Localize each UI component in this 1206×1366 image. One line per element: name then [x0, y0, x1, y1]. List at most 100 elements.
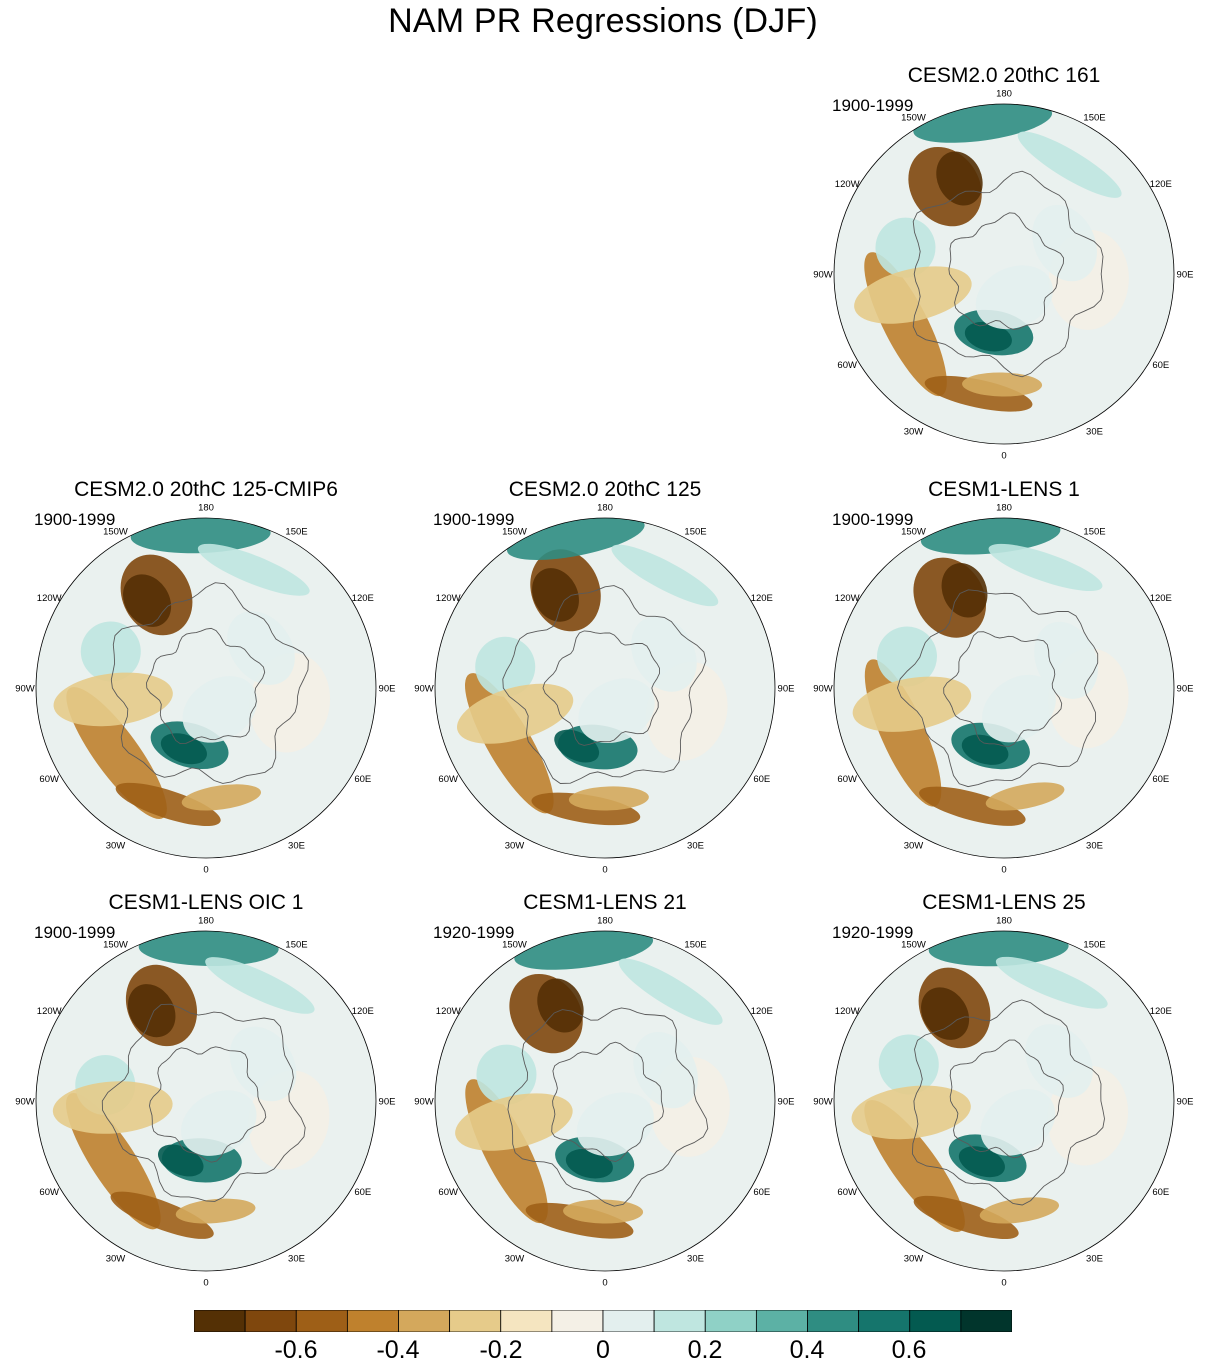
coastline [101, 1003, 306, 1202]
field-contour [123, 574, 172, 627]
colorbar-swatch [346, 1310, 399, 1332]
panel-title: CESM1-LENS 25 [922, 891, 1086, 914]
map-panel: CESM2.0 20thC 161 1900-1999 180 150E 120E 9… [813, 64, 1193, 462]
longitude-label: 150E [684, 527, 706, 538]
field-contour [928, 931, 1069, 967]
longitude-label: 0 [1001, 451, 1006, 462]
polar-map: 180 150E 120E 90E 60E 30E 0 30W 60W 90W 120W 150W [813, 916, 1193, 1289]
longitude-label: 120E [751, 1006, 773, 1017]
longitude-label: 150W [502, 527, 527, 538]
field-contour [160, 733, 207, 765]
longitude-label: 120E [352, 593, 374, 604]
colorbar-swatch [755, 1310, 808, 1332]
field-contour [979, 1197, 1060, 1224]
panel-title: CESM2.0 20thC 125-CMIP6 [74, 478, 338, 501]
field-contour [80, 621, 141, 682]
map-border [833, 930, 1175, 1272]
colorbar-swatch [244, 1310, 297, 1332]
longitude-label: 60W [837, 774, 857, 785]
panel-title: CESM2.0 20thC 125 [508, 478, 702, 501]
field-contour [961, 734, 1009, 765]
panel-period: 1900-1999 [34, 923, 116, 942]
field-contour [1025, 1024, 1093, 1098]
field-contour [913, 1195, 1019, 1239]
colorbar-swatch [398, 1310, 451, 1332]
field-contour [988, 543, 1103, 592]
coastline [542, 630, 660, 746]
colorbar-tick-label: -0.6 [274, 1336, 318, 1364]
map-panel: CESM1-LENS OIC 1 1900-1999 180 150E 120E 90… [15, 891, 395, 1289]
field-contour [181, 784, 262, 811]
longitude-label: 90W [414, 684, 434, 695]
field-contour [1034, 621, 1098, 699]
longitude-label: 60E [1152, 360, 1169, 371]
coastline [911, 999, 1105, 1206]
field-contour [565, 1148, 613, 1179]
map-panel: CESM1-LENS 25 1920-1999 180 150E 120E 90E 60… [813, 891, 1193, 1289]
longitude-label: 120E [352, 1006, 374, 1017]
longitude-label: 30W [904, 426, 924, 437]
longitude-label: 90E [778, 1097, 795, 1108]
field-contour [205, 957, 315, 1014]
map-panel: CESM1-LENS 21 1920-1999 180 150E 120E 90E 60… [414, 891, 794, 1289]
map-border [833, 103, 1175, 445]
longitude-label: 30W [505, 840, 525, 851]
field-contour [936, 151, 983, 206]
field-contour [475, 636, 536, 697]
longitude-label: 150E [1083, 113, 1105, 124]
field-contour [964, 321, 1012, 352]
longitude-label: 0 [602, 1278, 607, 1289]
longitude-label: 30W [505, 1253, 525, 1264]
longitude-label: 0 [1001, 865, 1006, 876]
field-contour [618, 958, 723, 1025]
colorbar-swatch [909, 1310, 962, 1332]
colorbar-tick-label: 0.2 [687, 1336, 723, 1364]
coastline [943, 631, 1063, 747]
coastline [507, 1007, 709, 1207]
longitude-label: 90E [1177, 270, 1194, 281]
coastline [149, 1046, 267, 1163]
field-contour [962, 372, 1043, 397]
map-panel: CESM1-LENS 1 1900-1999 180 150E 120E 90E 60E… [813, 478, 1193, 876]
polar-map: 180 150E 120E 90E 60E 30E 0 30W 60W 90W 120W 150W [813, 503, 1193, 876]
field-contour [982, 674, 1056, 743]
longitude-label: 180 [996, 916, 1012, 927]
field-contour [851, 1085, 971, 1140]
coastline [146, 627, 266, 745]
longitude-label: 30W [106, 840, 126, 851]
field-contour [578, 678, 655, 744]
longitude-label: 60W [837, 360, 857, 371]
longitude-label: 90W [414, 1097, 434, 1108]
longitude-label: 90E [1177, 684, 1194, 695]
longitude-label: 150W [901, 527, 926, 538]
longitude-label: 180 [996, 503, 1012, 514]
coastline [949, 1039, 1064, 1159]
page-title: NAM PR Regressions (DJF) [388, 2, 818, 40]
longitude-label: 150E [684, 940, 706, 951]
panel-period: 1900-1999 [433, 510, 515, 529]
longitude-label: 120E [1150, 593, 1172, 604]
longitude-label: 180 [597, 916, 613, 927]
longitude-label: 60W [39, 1187, 59, 1198]
field-contour [457, 683, 574, 744]
map-border [35, 517, 377, 859]
longitude-label: 0 [602, 865, 607, 876]
map-border [833, 517, 1175, 859]
field-contour [197, 543, 310, 596]
field-contour [568, 786, 649, 811]
colorbar-swatch [295, 1310, 348, 1332]
panel-period: 1920-1999 [832, 923, 914, 942]
field-contour [182, 676, 258, 743]
coastline [502, 585, 707, 784]
longitude-label: 120W [835, 593, 860, 604]
longitude-label: 30E [1086, 426, 1103, 437]
longitude-label: 0 [203, 865, 208, 876]
field-contour [975, 265, 1053, 330]
field-contour [110, 1191, 214, 1239]
colorbar-tick-label: 0 [596, 1336, 610, 1364]
field-contour [576, 1092, 654, 1157]
longitude-label: 60E [354, 1187, 371, 1198]
polar-map: 180 150E 120E 90E 60E 30E 0 30W 60W 90W 120W 150W [813, 89, 1193, 462]
colorbar-swatch [704, 1310, 757, 1332]
longitude-label: 180 [198, 503, 214, 514]
